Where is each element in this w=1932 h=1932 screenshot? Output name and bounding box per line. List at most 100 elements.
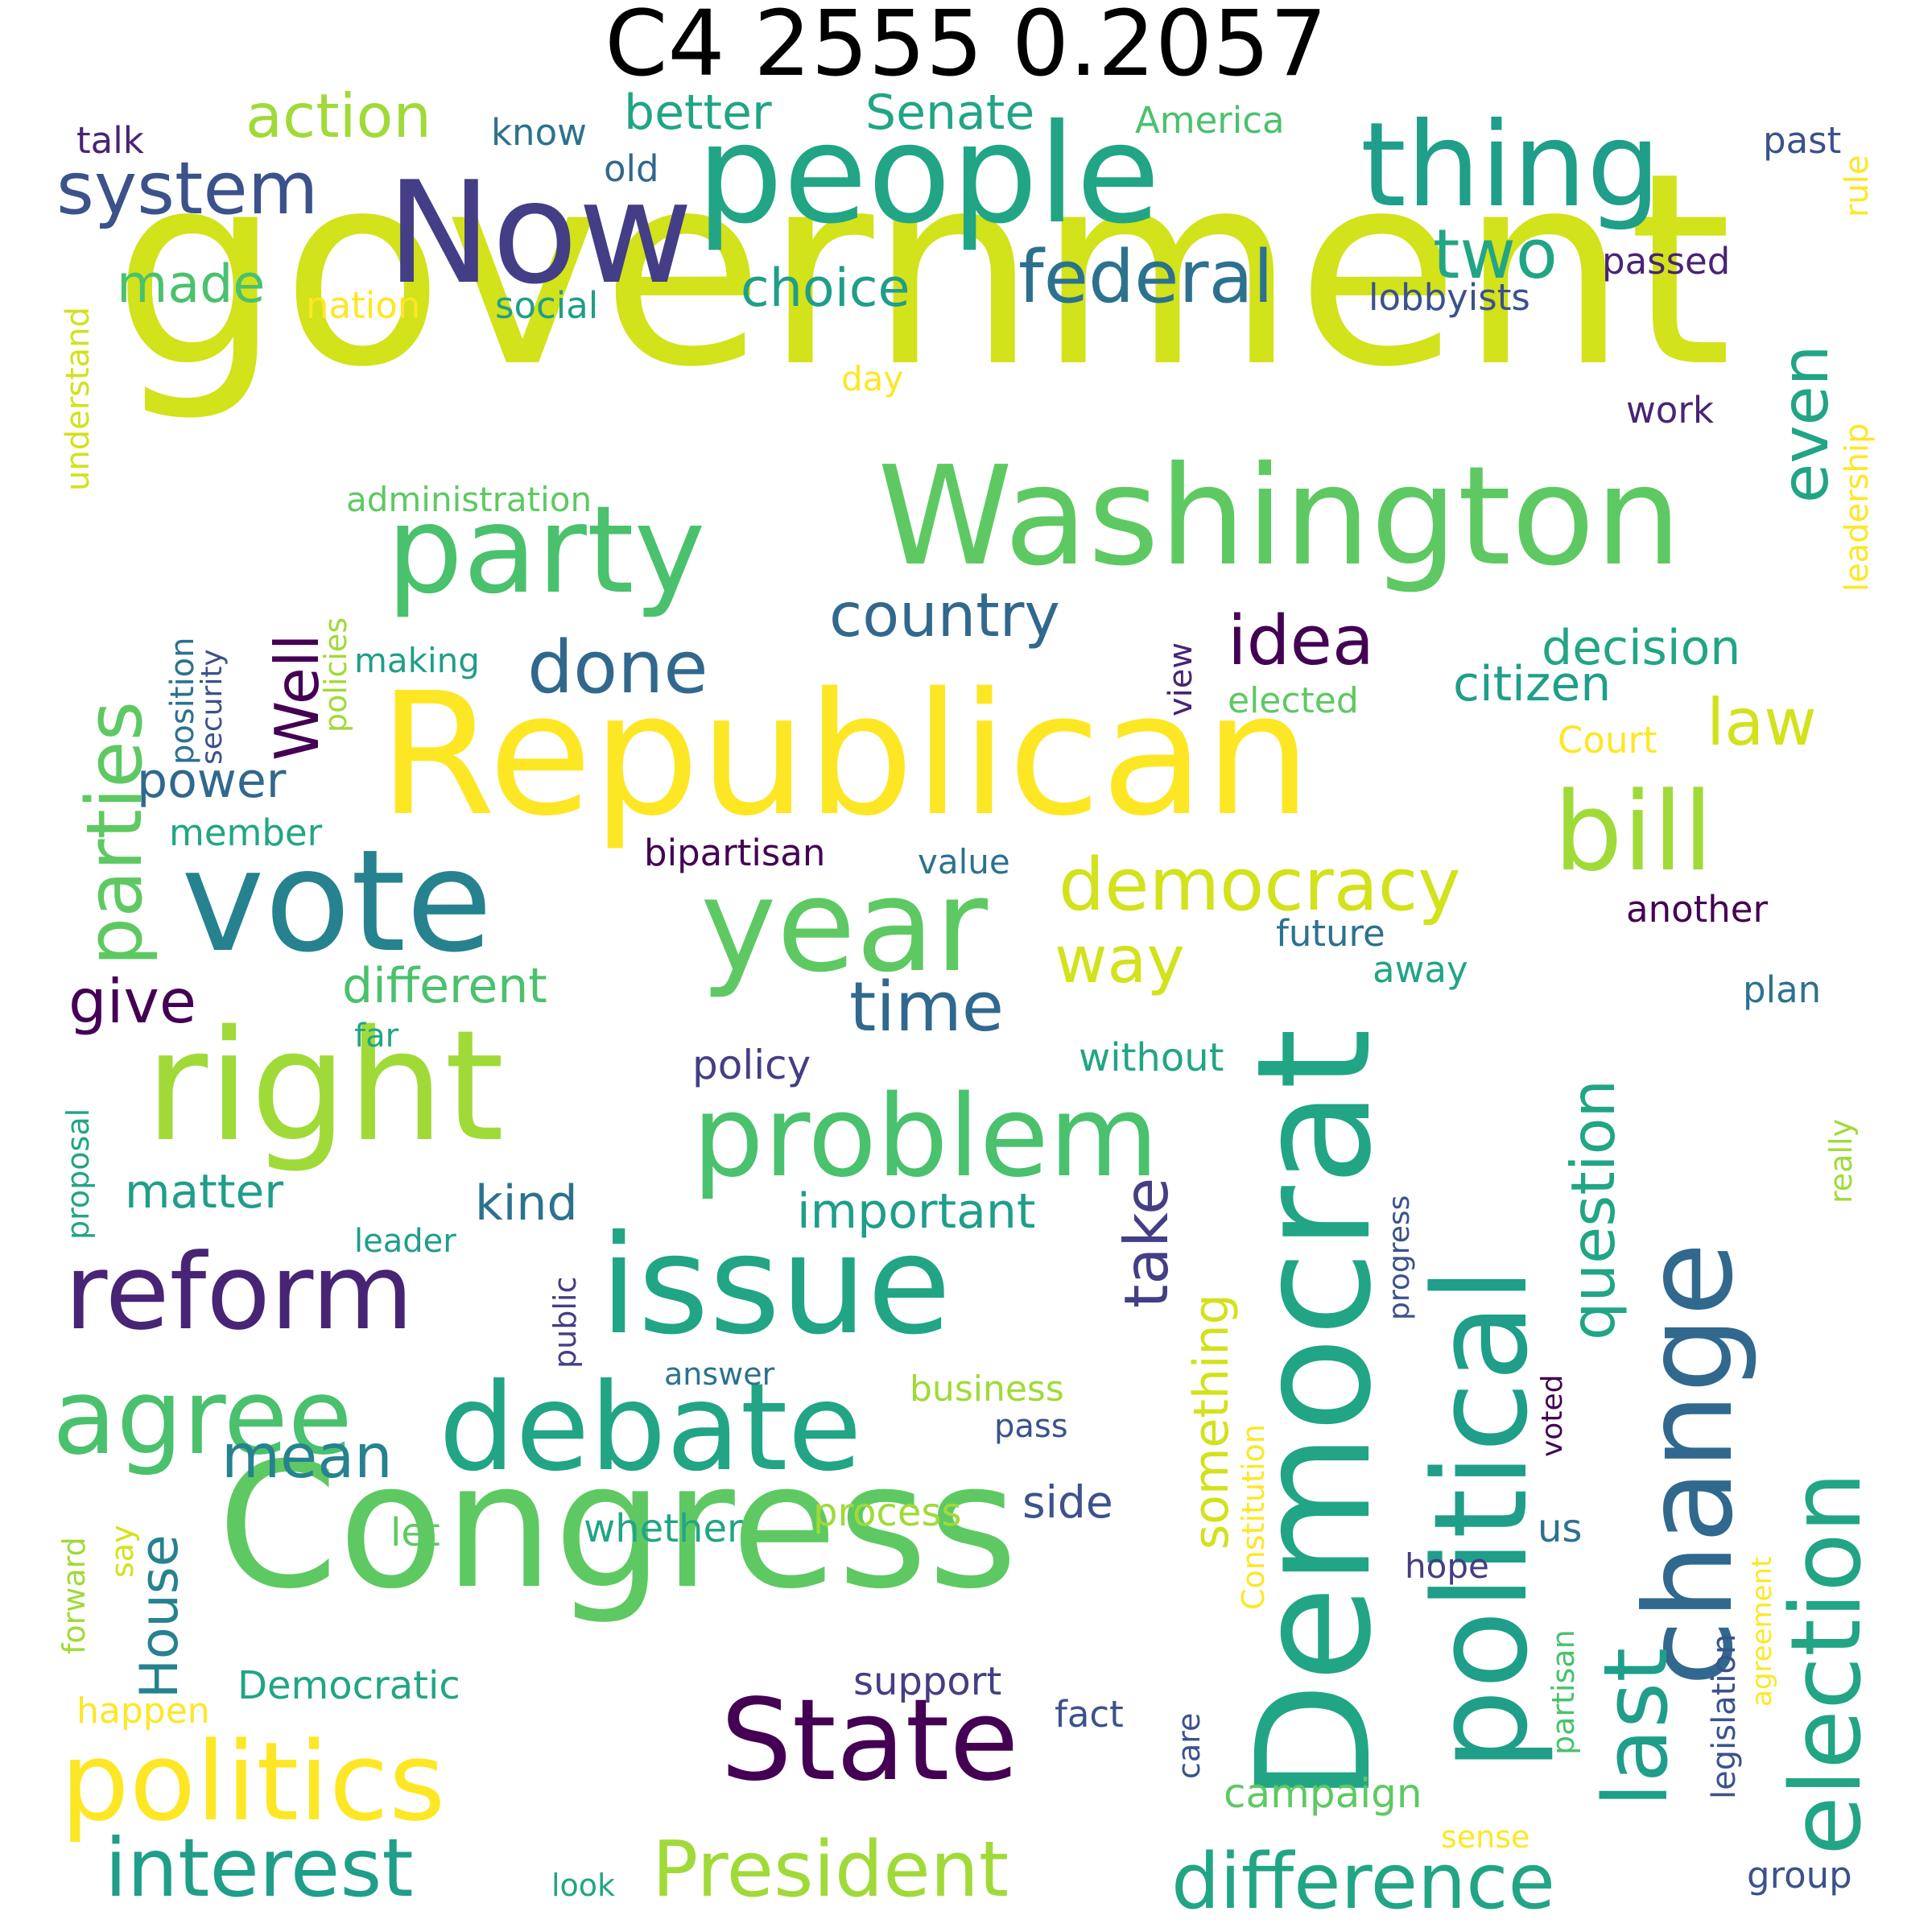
cloud-word-agreement: agreement: [1746, 1557, 1778, 1707]
cloud-word-president: President: [652, 1826, 1009, 1914]
cloud-word-important: important: [797, 1183, 1035, 1240]
cloud-word-campaign: campaign: [1224, 1770, 1422, 1817]
cloud-word-give: give: [68, 966, 196, 1037]
cloud-word-nation: nation: [306, 284, 420, 327]
cloud-word-care: care: [1171, 1713, 1207, 1779]
cloud-word-government: government: [113, 116, 1732, 425]
word-cloud-canvas: government Republican Congress Washington pe…: [52, 89, 1883, 1926]
cloud-word-partisan: partisan: [1546, 1629, 1581, 1755]
cloud-word-lobbyists: lobbyists: [1368, 276, 1530, 319]
cloud-word-public: public: [547, 1277, 583, 1368]
cloud-word-side: side: [1022, 1476, 1113, 1528]
chart-title: C4 2555 0.2057: [605, 0, 1327, 97]
cloud-word-sense: sense: [1441, 1819, 1530, 1855]
cloud-word-done: done: [527, 625, 708, 710]
cloud-word-kind: kind: [475, 1175, 578, 1232]
cloud-word-house: House: [130, 1534, 190, 1699]
cloud-word-people: people: [696, 95, 1160, 254]
cloud-word-democracy: democracy: [1059, 843, 1461, 927]
cloud-word-bill: bill: [1554, 769, 1713, 895]
cloud-word-thing: thing: [1360, 97, 1661, 233]
cloud-word-made: made: [117, 254, 265, 315]
cloud-word-future: future: [1276, 912, 1385, 955]
cloud-word-group: group: [1747, 1854, 1852, 1897]
cloud-word-legislation: legislation: [1706, 1634, 1743, 1799]
cloud-word-leader: leader: [354, 1223, 456, 1260]
cloud-word-way: way: [1055, 923, 1185, 997]
cloud-word-understand: understand: [60, 307, 97, 491]
cloud-word-decision: decision: [1542, 620, 1740, 676]
cloud-word-proposal: proposal: [60, 1108, 96, 1240]
cloud-word-view: view: [1162, 642, 1199, 716]
cloud-word-question: question: [1558, 1080, 1629, 1340]
cloud-word-away: away: [1373, 948, 1468, 991]
cloud-word-fact: fact: [1055, 1693, 1124, 1736]
cloud-word-congress: Congress: [217, 1425, 1018, 1627]
cloud-word-rule: rule: [1839, 155, 1876, 217]
cloud-word-election: election: [1771, 1472, 1883, 1856]
cloud-word-look: look: [551, 1868, 615, 1903]
cloud-word-process: process: [813, 1490, 961, 1535]
cloud-word-state: State: [720, 1675, 1019, 1806]
cloud-word-democrat: Democrat: [1223, 1028, 1406, 1803]
cloud-word-problem: problem: [692, 1071, 1158, 1203]
cloud-word-well: Well: [262, 634, 332, 761]
cloud-word-right: right: [145, 997, 504, 1175]
cloud-word-passed: passed: [1602, 240, 1730, 283]
cloud-word-take: take: [1111, 1178, 1182, 1308]
cloud-word-difference: difference: [1171, 1838, 1555, 1926]
cloud-word-past: past: [1763, 119, 1841, 162]
cloud-word-court: Court: [1558, 719, 1657, 762]
cloud-word-let: let: [390, 1510, 440, 1555]
cloud-word-progress: progress: [1383, 1195, 1416, 1320]
cloud-word-country: country: [829, 580, 1060, 650]
cloud-word-policies: policies: [318, 617, 353, 733]
cloud-word-plan: plan: [1743, 968, 1821, 1011]
cloud-word-making: making: [354, 641, 480, 680]
cloud-word-bipartisan: bipartisan: [644, 832, 825, 874]
cloud-word-work: work: [1626, 389, 1714, 431]
cloud-word-politics: politics: [60, 1719, 445, 1845]
cloud-word-without: without: [1079, 1035, 1224, 1080]
cloud-word-party: party: [386, 481, 705, 621]
cloud-word-political: political: [1406, 1267, 1556, 1771]
cloud-word-value: value: [918, 842, 1010, 881]
cloud-word-whether: whether: [584, 1506, 743, 1551]
cloud-word-business: business: [910, 1368, 1064, 1410]
cloud-word-better: better: [624, 89, 772, 141]
cloud-word-pass: pass: [994, 1408, 1068, 1445]
cloud-word-washington: Washington: [877, 437, 1682, 597]
cloud-word-change: change: [1620, 1242, 1760, 1686]
cloud-word-now: Now: [386, 152, 693, 316]
cloud-word-elected: elected: [1228, 680, 1359, 721]
cloud-word-democratic: Democratic: [237, 1663, 460, 1708]
cloud-word-parties: parties: [71, 701, 159, 966]
cloud-word-know: know: [491, 111, 587, 154]
cloud-word-old: old: [604, 147, 659, 190]
cloud-word-forward: forward: [56, 1537, 92, 1654]
cloud-word-constitution: Constitution: [1236, 1424, 1271, 1610]
word-cloud: government Republican Congress Washington pe…: [0, 89, 1932, 1932]
cloud-word-hope: hope: [1405, 1546, 1489, 1586]
cloud-word-day: day: [841, 359, 903, 398]
cloud-word-two: two: [1433, 215, 1558, 295]
cloud-word-talk: talk: [76, 119, 144, 162]
cloud-word-matter: matter: [125, 1164, 283, 1219]
cloud-word-system: system: [56, 147, 318, 231]
cloud-word-say: say: [105, 1525, 140, 1578]
cloud-word-another: another: [1626, 888, 1768, 931]
cloud-word-issue: issue: [600, 1206, 952, 1365]
cloud-word-republican: Republican: [378, 656, 1311, 853]
cloud-word-agree: agree: [52, 1356, 353, 1478]
cloud-word-different: different: [342, 958, 547, 1014]
cloud-word-voted: voted: [1536, 1375, 1569, 1457]
cloud-word-happen: happen: [76, 1690, 210, 1732]
cloud-word-something: something: [1183, 1294, 1240, 1550]
cloud-word-administration: administration: [346, 480, 592, 519]
cloud-word-member: member: [169, 811, 323, 854]
cloud-word-action: action: [246, 89, 431, 151]
cloud-word-citizen: citizen: [1453, 656, 1611, 712]
cloud-word-year: year: [700, 850, 988, 1001]
cloud-word-support: support: [853, 1659, 1001, 1704]
cloud-word-interest: interest: [105, 1821, 414, 1915]
